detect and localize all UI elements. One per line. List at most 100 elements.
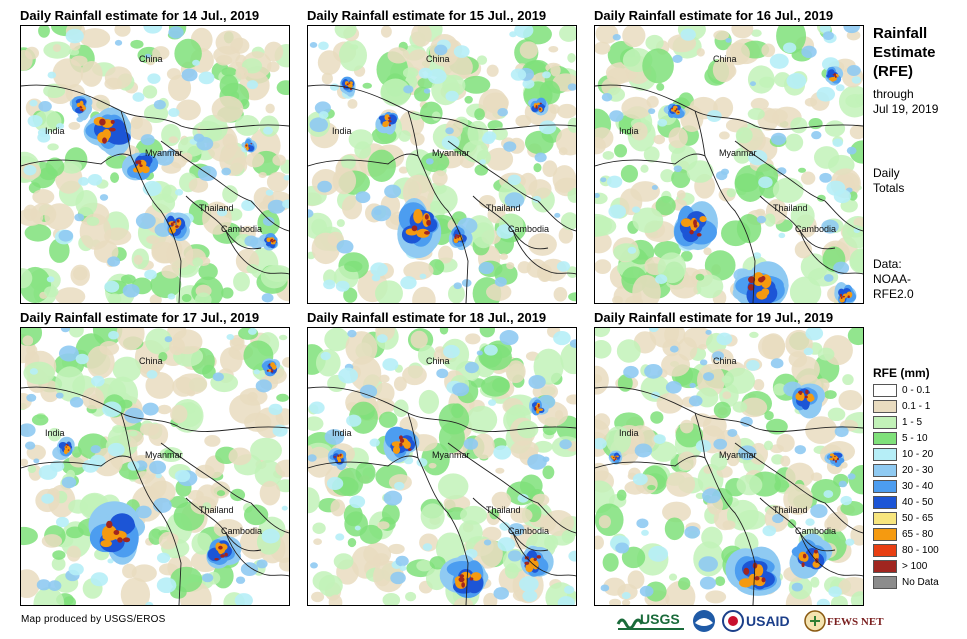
legend-label: 0 - 0.1 <box>902 384 931 396</box>
product-title-line: Rainfall <box>873 25 928 42</box>
legend-item: 20 - 30 <box>873 462 939 478</box>
rainfall-map: China India Myanmar Thailand Cambodia <box>594 327 864 606</box>
country-label-thailand: Thailand <box>486 203 521 213</box>
rfe-panel-19-jul: Daily Rainfall estimate for 19 Jul., 201… <box>594 310 864 606</box>
usgs-logo-text: USGS <box>640 611 680 627</box>
country-label-china: China <box>713 54 737 64</box>
country-label-myanmar: Myanmar <box>432 450 470 460</box>
legend-rows: 0 - 0.1 0.1 - 1 1 - 5 5 - 10 10 - 20 20 - 30 3… <box>873 382 939 590</box>
country-label-india: India <box>45 428 65 438</box>
product-title: Rainfall Estimate (RFE) <box>873 24 936 81</box>
map-canvas <box>595 26 863 303</box>
country-label-myanmar: Myanmar <box>145 450 183 460</box>
legend-swatch <box>873 399 897 413</box>
country-label-myanmar: Myanmar <box>432 148 470 158</box>
data-line: NOAA- <box>873 272 912 286</box>
panel-title: Daily Rainfall estimate for 15 Jul., 201… <box>307 8 547 23</box>
legend-swatch <box>873 447 897 461</box>
country-label-cambodia: Cambodia <box>795 526 837 536</box>
rainfall-map: China India Myanmar Thailand Cambodia <box>594 25 864 304</box>
country-label-myanmar: Myanmar <box>719 450 757 460</box>
legend-label: 0.1 - 1 <box>902 400 931 412</box>
map-canvas <box>21 328 289 605</box>
map-canvas <box>595 328 863 605</box>
legend-label: 65 - 80 <box>902 528 934 540</box>
legend-swatch <box>873 559 897 573</box>
country-label-india: India <box>332 428 352 438</box>
legend-swatch <box>873 383 897 397</box>
country-label-thailand: Thailand <box>199 505 234 515</box>
rainfall-map: China India Myanmar Thailand Cambodia <box>20 25 290 304</box>
country-label-cambodia: Cambodia <box>795 224 837 234</box>
country-label-cambodia: Cambodia <box>508 526 550 536</box>
country-label-india: India <box>619 126 639 136</box>
legend-swatch <box>873 495 897 509</box>
country-label-thailand: Thailand <box>773 203 808 213</box>
legend-swatch <box>873 527 897 541</box>
legend-label: > 100 <box>902 560 928 572</box>
fews-net-logo-text: FEWS NET <box>827 616 884 628</box>
country-label-china: China <box>426 54 450 64</box>
panel-title: Daily Rainfall estimate for 18 Jul., 201… <box>307 310 547 325</box>
rainfall-map: China India Myanmar Thailand Cambodia <box>20 327 290 606</box>
rfe-panel-15-jul: Daily Rainfall estimate for 15 Jul., 201… <box>307 8 577 304</box>
daily-totals-note: Daily Totals <box>873 166 904 196</box>
map-canvas <box>21 26 289 303</box>
usgs-logo: USGS <box>616 608 686 634</box>
map-canvas <box>308 328 576 605</box>
data-source-note: Data: NOAA- RFE2.0 <box>873 257 914 302</box>
legend-swatch <box>873 431 897 445</box>
country-label-thailand: Thailand <box>199 203 234 213</box>
rfe-panel-16-jul: Daily Rainfall estimate for 16 Jul., 201… <box>594 8 864 304</box>
country-label-myanmar: Myanmar <box>719 148 757 158</box>
legend-item: No Data <box>873 574 939 590</box>
rfe-panel-17-jul: Daily Rainfall estimate for 17 Jul., 201… <box>20 310 290 606</box>
rainfall-map: China India Myanmar Thailand Cambodia <box>307 327 577 606</box>
product-title-line: (RFE) <box>873 63 913 80</box>
country-label-myanmar: Myanmar <box>145 148 183 158</box>
data-line: RFE2.0 <box>873 287 914 301</box>
daily-line: Totals <box>873 181 905 195</box>
country-label-china: China <box>713 356 737 366</box>
country-label-thailand: Thailand <box>773 505 808 515</box>
legend-label: 80 - 100 <box>902 544 939 556</box>
country-label-cambodia: Cambodia <box>221 526 263 536</box>
legend-label: 1 - 5 <box>902 416 923 428</box>
legend-item: 80 - 100 <box>873 542 939 558</box>
legend-label: 20 - 30 <box>902 464 934 476</box>
through-line: Jul 19, 2019 <box>873 102 939 116</box>
map-credit: Map produced by USGS/EROS <box>21 614 166 625</box>
legend-title: RFE (mm) <box>873 366 930 380</box>
usaid-logo-text: USAID <box>746 613 790 629</box>
panel-title: Daily Rainfall estimate for 14 Jul., 201… <box>20 8 260 23</box>
country-label-china: China <box>139 54 163 64</box>
legend-item: 1 - 5 <box>873 414 939 430</box>
legend-item: 10 - 20 <box>873 446 939 462</box>
legend-label: 5 - 10 <box>902 432 928 444</box>
country-label-cambodia: Cambodia <box>221 224 263 234</box>
country-label-china: China <box>426 356 450 366</box>
country-label-cambodia: Cambodia <box>508 224 550 234</box>
country-label-india: India <box>619 428 639 438</box>
legend-item: 30 - 40 <box>873 478 939 494</box>
legend-item: > 100 <box>873 558 939 574</box>
legend-label: 50 - 65 <box>902 512 934 524</box>
legend-swatch <box>873 543 897 557</box>
daily-line: Daily <box>873 166 900 180</box>
panel-title: Daily Rainfall estimate for 17 Jul., 201… <box>20 310 260 325</box>
country-label-thailand: Thailand <box>486 505 521 515</box>
through-line: through <box>873 87 914 101</box>
country-label-india: India <box>332 126 352 136</box>
country-label-china: China <box>139 356 163 366</box>
legend-item: 40 - 50 <box>873 494 939 510</box>
legend-swatch <box>873 479 897 493</box>
legend-item: 0 - 0.1 <box>873 382 939 398</box>
agency-logos: USGS USAID FEWS NET <box>616 608 890 634</box>
fews-net-logo: FEWS NET <box>804 608 884 634</box>
legend-item: 5 - 10 <box>873 430 939 446</box>
panel-title: Daily Rainfall estimate for 19 Jul., 201… <box>594 310 834 325</box>
rfe-legend: RFE (mm) 0 - 0.1 0.1 - 1 1 - 5 5 - 10 10 - 2… <box>873 366 939 590</box>
country-label-india: India <box>45 126 65 136</box>
rfe-panel-18-jul: Daily Rainfall estimate for 18 Jul., 201… <box>307 310 577 606</box>
rfe-panel-14-jul: Daily Rainfall estimate for 14 Jul., 201… <box>20 8 290 304</box>
